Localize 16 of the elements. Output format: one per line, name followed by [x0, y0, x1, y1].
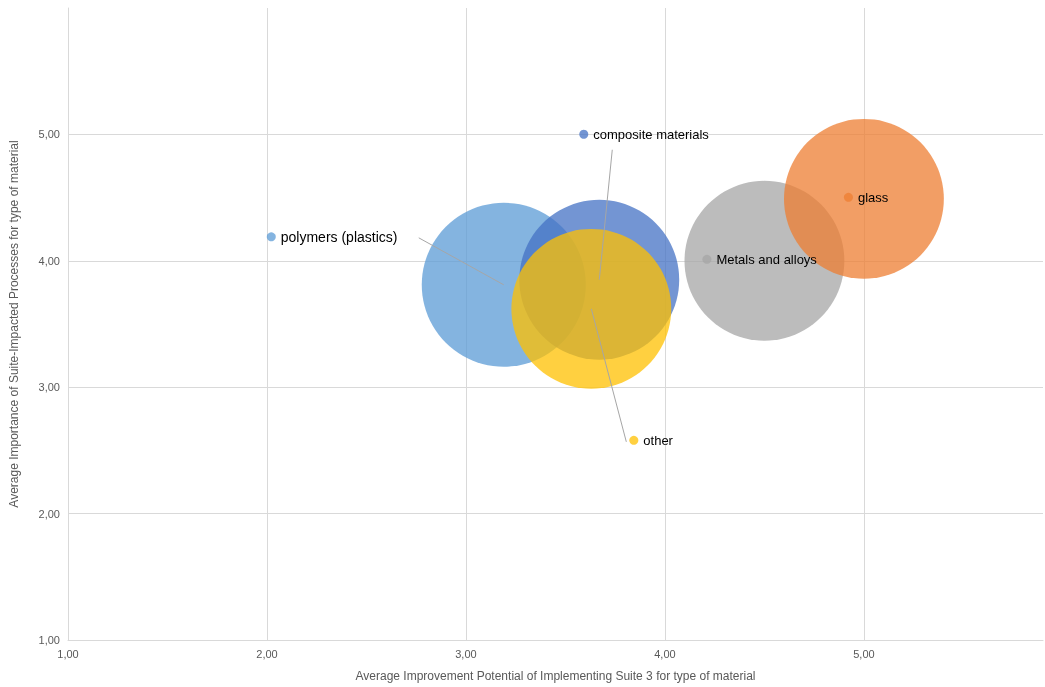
x-tick-label: 1,00: [57, 647, 79, 660]
y-tick-label: 3,00: [38, 381, 60, 394]
y-tick-label: 1,00: [38, 634, 60, 646]
legend-label: glass: [857, 189, 889, 205]
legend-label: composite materials: [593, 126, 710, 142]
y-tick-label: 2,00: [38, 507, 60, 520]
y-tick-label: 4,00: [38, 254, 60, 267]
y-tick-label: 5,00: [38, 128, 60, 141]
legend-label: other: [643, 432, 674, 448]
x-tick-label: 3,00: [455, 647, 477, 660]
legend-label: polymers (plastics): [280, 228, 398, 245]
y-axis-title: Average Importance of Suite-Impacted Processes for type of material: [7, 140, 21, 508]
x-tick-label: 4,00: [654, 647, 676, 660]
x-axis-title: Average Improvement Potential of Implementing Suite 3 for type of material: [355, 669, 756, 683]
x-tick-label: 5,00: [853, 647, 875, 660]
x-tick-label: 2,00: [256, 647, 278, 660]
